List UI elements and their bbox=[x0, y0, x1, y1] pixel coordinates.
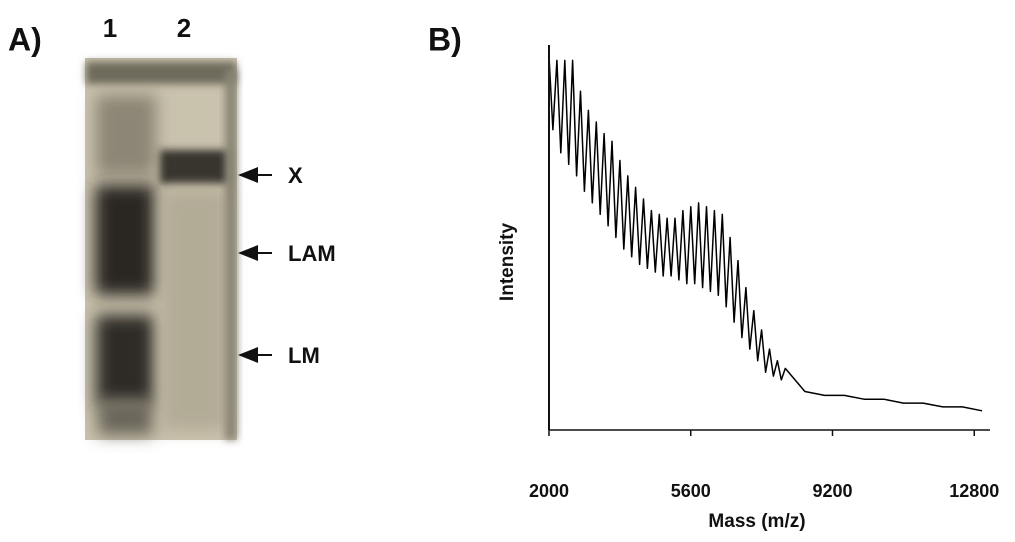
band-label: X bbox=[288, 163, 303, 188]
x-tick-label: 5600 bbox=[671, 481, 711, 501]
x-axis-label: Mass (m/z) bbox=[708, 511, 805, 532]
gel-image bbox=[85, 58, 237, 440]
panel-a: A) 1 2 X LAM LM bbox=[8, 13, 336, 440]
panel-b: B) Intensity Mass (m/z) 2000 5600 9200 1280… bbox=[428, 21, 999, 532]
spectrum-line bbox=[548, 56, 983, 412]
band-label: LAM bbox=[288, 241, 336, 266]
x-tick-label: 9200 bbox=[812, 481, 852, 501]
lane-label: 1 bbox=[103, 13, 117, 43]
y-axis-label: Intensity bbox=[497, 223, 518, 302]
band-label: LM bbox=[288, 343, 320, 368]
panel-label: B) bbox=[428, 21, 462, 57]
lane-label: 2 bbox=[177, 13, 191, 43]
x-tick-label: 2000 bbox=[529, 481, 569, 501]
x-tick-label: 12800 bbox=[949, 481, 999, 501]
panel-label: A) bbox=[8, 21, 42, 57]
